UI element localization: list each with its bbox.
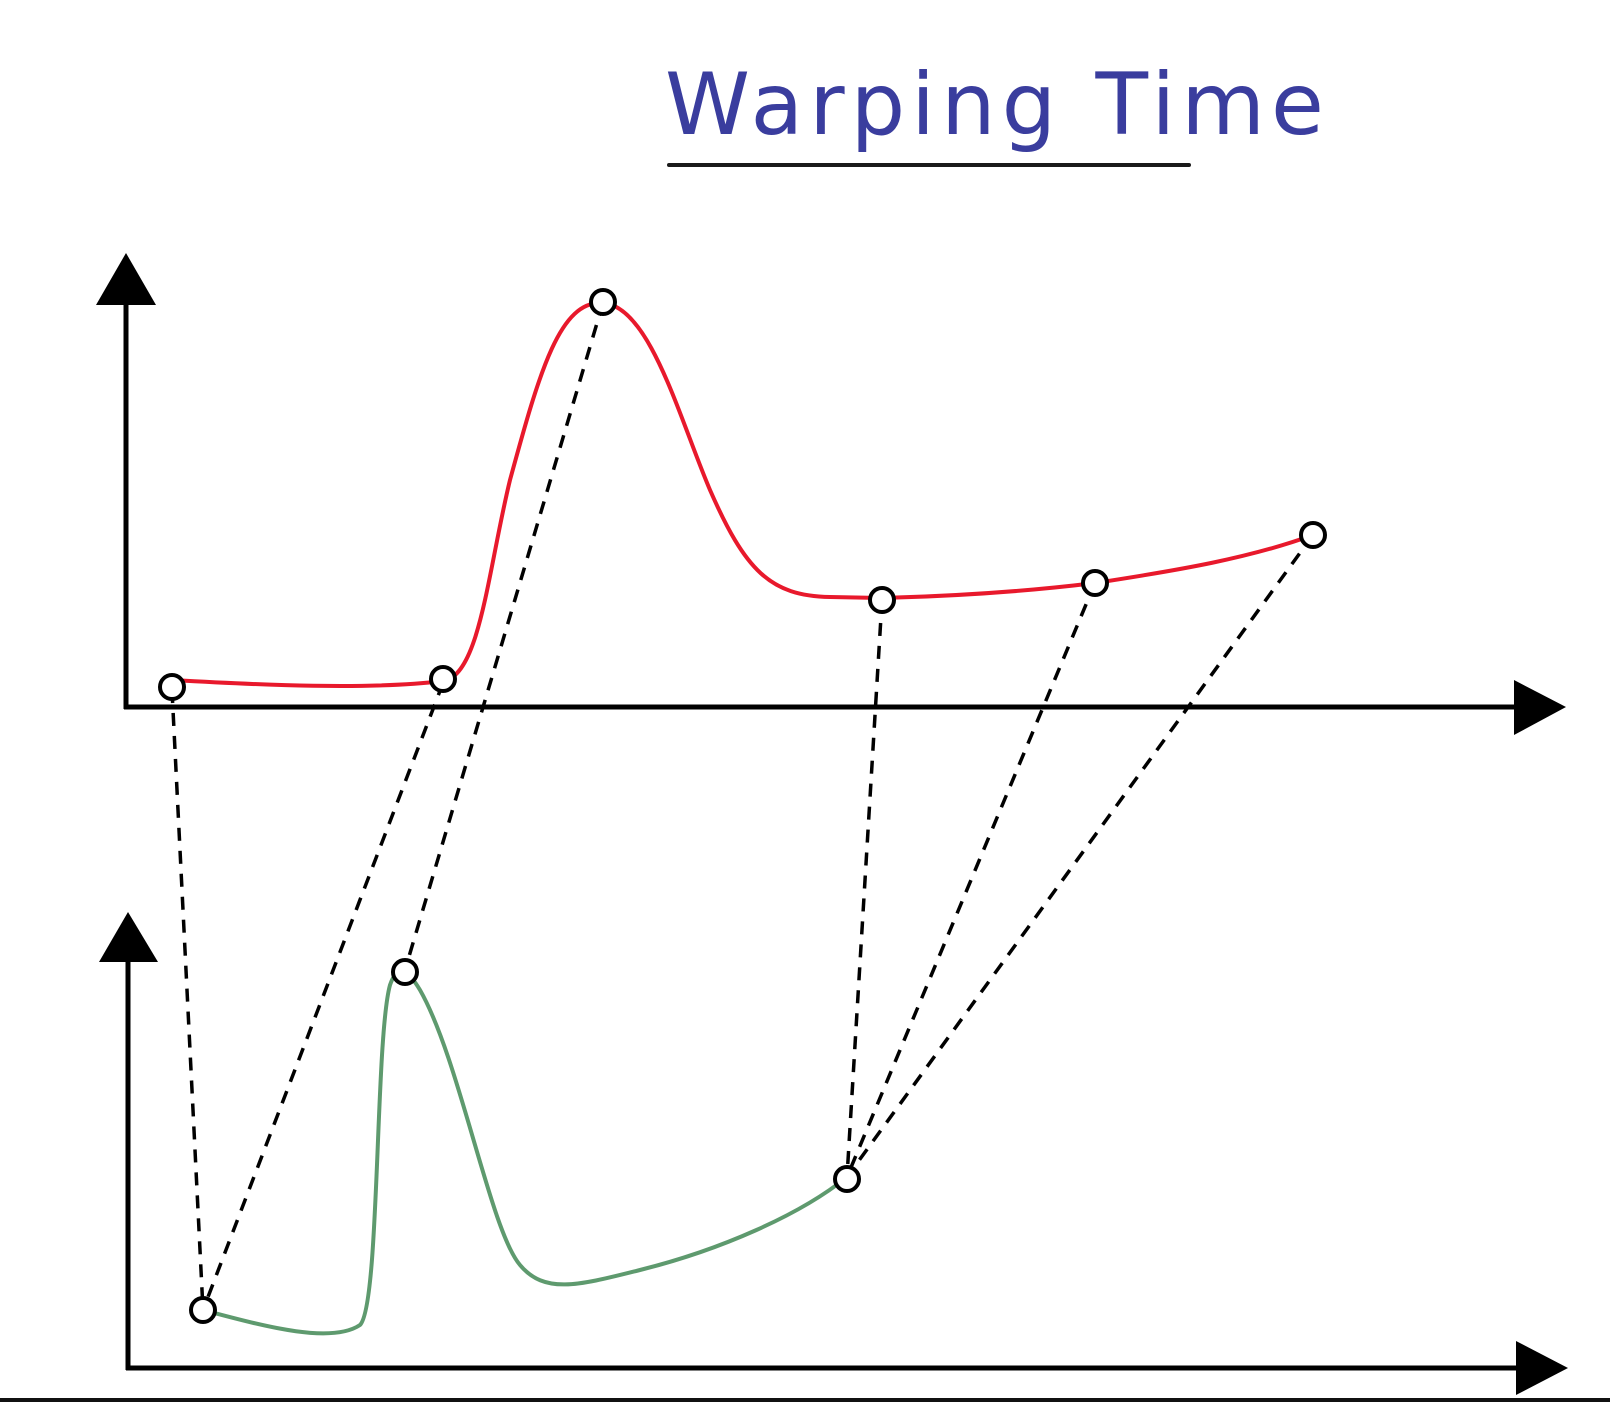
top-point-6 [1299,521,1327,549]
top-y-axis-arrow [96,253,156,305]
top-axes [96,253,1566,735]
bottom-x-axis-arrow [1516,1341,1568,1395]
top-point-2 [429,665,457,693]
top-point-3 [589,288,617,316]
bottom-point-3 [833,1165,861,1193]
alignment-line-6 [845,533,1315,1179]
bottom-border [0,1398,1610,1402]
bottom-key-points [189,958,861,1324]
alignment-line-4 [845,599,884,1178]
top-point-1 [158,673,186,701]
bottom-series-curve [201,969,849,1336]
alignment-lines [170,302,1315,1311]
alignment-line-1 [170,689,205,1311]
top-point-4 [868,586,896,614]
bottom-axes [99,912,1568,1395]
top-series-curve [170,300,1315,688]
bottom-point-2 [391,958,419,986]
bottom-y-axis-arrow [99,912,158,962]
alignment-line-5 [845,582,1097,1178]
top-point-5 [1081,569,1109,597]
bottom-point-1 [189,1296,217,1324]
alignment-line-3 [403,302,605,971]
top-x-axis-arrow [1514,680,1566,735]
alignment-line-2 [201,682,445,1311]
top-key-points [158,288,1327,701]
title-underline [667,163,1191,167]
